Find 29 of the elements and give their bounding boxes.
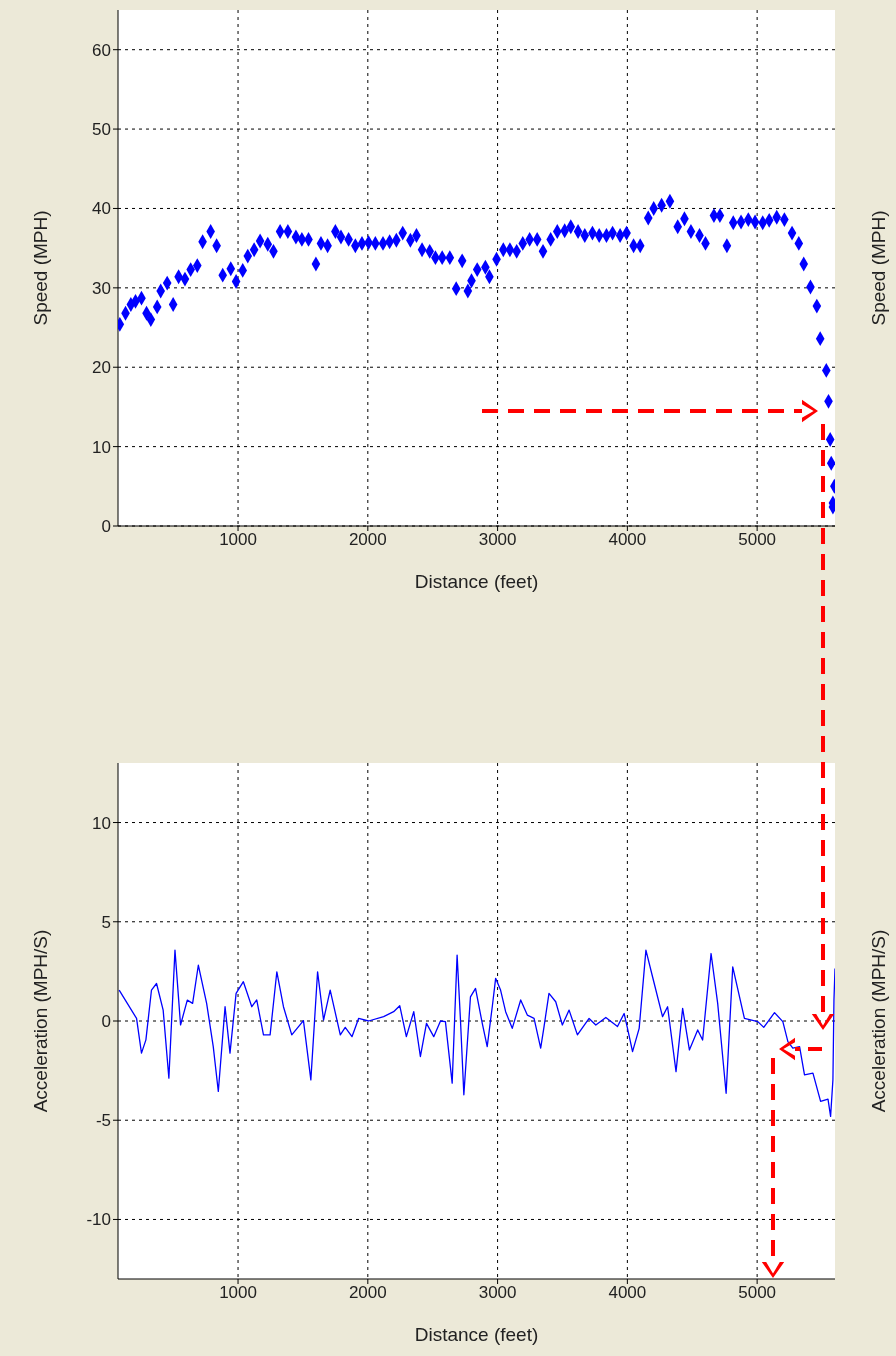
x-axis-title: Distance (feet) <box>414 571 539 592</box>
y-tick-label: -5 <box>95 1111 111 1131</box>
x-tick-label: 2000 <box>348 530 387 550</box>
line-series <box>118 949 835 1118</box>
x-tick-label: 3000 <box>478 530 517 550</box>
y-tick-label: 10 <box>92 813 111 833</box>
y-tick-label: 40 <box>92 199 111 219</box>
x-tick-label: 5000 <box>738 530 777 550</box>
x-tick-label: 1000 <box>219 1283 257 1303</box>
y-tick-label: 50 <box>92 120 111 140</box>
y2-axis-title: Acceleration (MPH/S) <box>868 929 889 1113</box>
x-axis-title: Distance (feet) <box>414 1324 539 1345</box>
x-tick-label: 5000 <box>738 1283 777 1303</box>
x-tick-label: 4000 <box>608 1283 647 1303</box>
y-axis-title: Acceleration (MPH/S) <box>29 929 51 1113</box>
y-tick-label: 5 <box>101 912 111 932</box>
y-tick-label: 0 <box>101 517 111 537</box>
y-tick-label: 60 <box>92 40 111 60</box>
x-tick-label: 2000 <box>348 1283 387 1303</box>
y-axis-title: Speed (MPH) <box>29 210 51 326</box>
y-tick-label: 0 <box>101 1012 111 1032</box>
x-tick-label: 4000 <box>608 530 647 550</box>
x-tick-label: 1000 <box>219 530 257 550</box>
x-tick-label: 3000 <box>478 1283 517 1303</box>
y-tick-label: 10 <box>92 437 111 457</box>
y2-axis-title: Speed (MPH) <box>868 210 889 326</box>
y-tick-label: 20 <box>92 358 111 378</box>
y-tick-label: -10 <box>86 1210 111 1230</box>
y-tick-label: 30 <box>92 278 111 298</box>
